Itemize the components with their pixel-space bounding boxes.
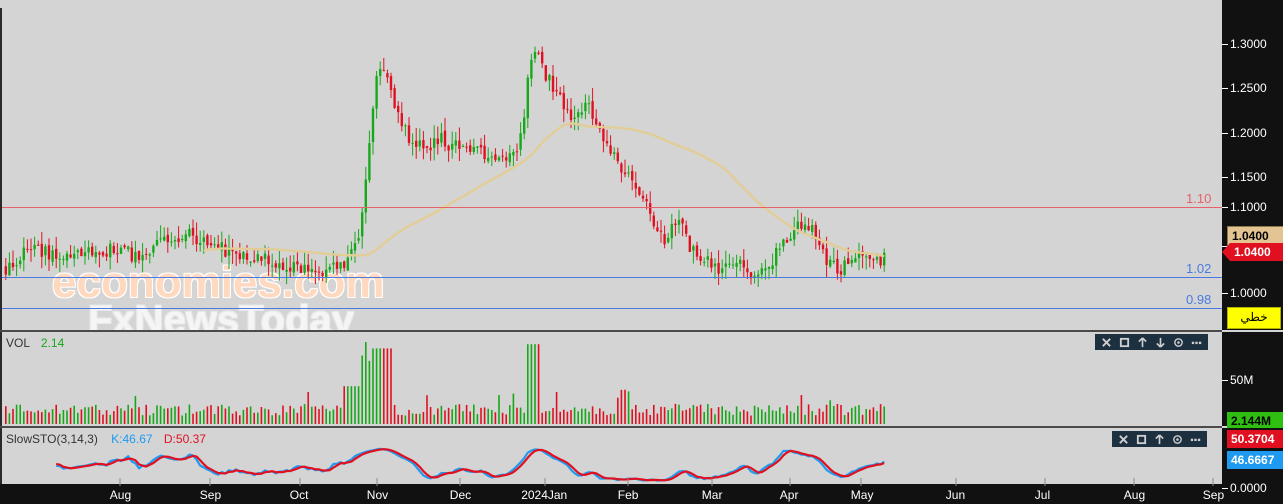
price-tag-ma: 1.0400 [1227,226,1283,246]
date-axis-label: Sep [1202,488,1225,502]
date-axis-label: May [850,488,874,502]
volume-panel-toolbar[interactable] [1095,334,1208,350]
date-axis-label: Jun [945,488,966,502]
stochastic-tick-mark [1222,488,1228,489]
date-axis-label: Aug [109,488,132,502]
volume-panel-separator [0,330,1222,332]
settings-icon[interactable] [1172,434,1183,445]
date-axis-label: Oct [289,488,309,502]
price-tick-label: 1.1000 [1230,200,1267,214]
price-tick-mark [1222,88,1228,89]
price-tick-mark [1222,207,1228,208]
volume-header-label: VOL [6,336,30,350]
date-axis-label: Feb [617,488,639,502]
date-axis[interactable] [0,484,1222,504]
maximize-icon[interactable] [1119,337,1130,348]
date-axis-label: Aug [1123,488,1146,502]
price-tick-label: 1.0000 [1230,286,1267,300]
close-icon[interactable] [1118,434,1129,445]
stochastic-header: SlowSTO(3,14,3) K:46.67 D:50.37 [6,432,206,446]
stochastic-d-tag: 50.3704 [1227,430,1283,448]
price-tick-mark [1222,293,1228,294]
price-axis[interactable] [1222,0,1283,330]
volume-axis[interactable] [1222,332,1283,426]
stochastic-tick-label: 0.0000 [1230,481,1267,495]
reference-line-098-label: 0.98 [1186,292,1212,307]
price-tick-label: 1.2000 [1230,126,1267,140]
stochastic-k-label: K:46.67 [111,432,153,446]
volume-header-value: 2.14 [40,336,65,350]
volume-tick-mark [1222,380,1228,381]
date-axis-label: 2024Jan [521,488,568,502]
price-panel[interactable] [2,8,1222,330]
move-up-icon[interactable] [1137,336,1148,348]
price-panel-left-border [0,8,2,330]
settings-icon[interactable] [1173,337,1184,348]
date-axis-label: Jul [1034,488,1051,502]
price-tick-label: 1.2500 [1230,81,1267,95]
price-tag-last: 1.0400 [1230,243,1283,261]
price-tick-mark [1222,133,1228,134]
date-axis-label: Nov [366,488,389,502]
stochastic-k-tag: 46.6667 [1227,451,1283,469]
reference-line-102-label: 1.02 [1186,261,1212,276]
menu-icon[interactable] [1190,434,1201,445]
reference-line-102[interactable] [2,277,1222,278]
price-tick-mark [1222,44,1228,45]
date-axis-label: Sep [199,488,222,502]
stochastic-panel-toolbar[interactable] [1112,431,1207,447]
date-axis-label: Mar [701,488,723,502]
reference-line-110-label: 1.10 [1186,191,1212,206]
volume-panel[interactable] [2,332,1222,426]
price-tick-mark [1222,177,1228,178]
move-down-icon[interactable] [1155,337,1166,348]
date-axis-label: Dec [449,488,472,502]
stochastic-panel[interactable] [2,428,1222,484]
stochastic-d-label: D:50.37 [163,432,206,446]
reference-line-098[interactable] [2,308,1222,309]
date-axis-label: Apr [779,488,799,502]
volume-panel-left-border [0,332,2,426]
stochastic-header-label: SlowSTO(3,14,3) [6,432,98,446]
maximize-icon[interactable] [1136,434,1147,445]
stochastic-panel-separator [0,426,1222,428]
volume-header: VOL 2.14 [6,336,64,350]
close-icon[interactable] [1101,337,1112,348]
menu-icon[interactable] [1191,337,1202,348]
volume-last-value-tag: 2.144M [1227,412,1283,430]
move-up-icon[interactable] [1154,433,1165,445]
scale-type-button[interactable]: خطي [1227,307,1281,329]
reference-line-110[interactable] [2,207,1222,208]
price-tick-label: 1.1500 [1230,170,1267,184]
volume-tick-label: 50M [1230,373,1254,387]
price-tag-last-pointer [1222,243,1230,261]
price-tick-label: 1.3000 [1230,37,1267,51]
stochastic-panel-left-border [0,428,2,484]
